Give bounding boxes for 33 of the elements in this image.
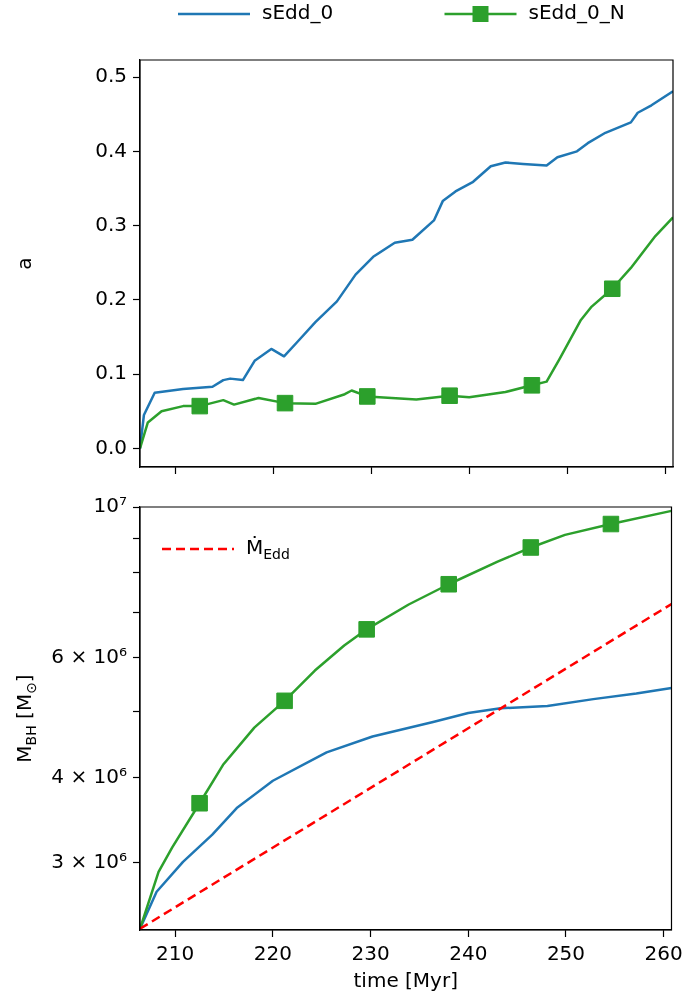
y-tick-label: 3 × 10⁶ <box>51 849 127 874</box>
y-tick-label: 0.3 <box>95 211 127 236</box>
point <box>603 280 621 298</box>
point <box>359 388 376 405</box>
x-tick-label: 250 <box>546 941 586 966</box>
x-tick-label: 260 <box>644 941 683 966</box>
point <box>602 515 620 533</box>
y-tick-label: 0.1 <box>95 360 127 385</box>
legend-label: sEdd_0 <box>262 0 334 25</box>
y-tick-label: 6 × 10⁶ <box>51 644 127 669</box>
x-axis-title: time [Myr] <box>353 968 458 993</box>
y-tick-label: 10⁷ <box>93 493 127 518</box>
y-axis-title: a <box>12 257 37 270</box>
point <box>523 377 541 394</box>
y-tick-label: 0.5 <box>95 63 127 88</box>
point <box>276 692 293 710</box>
point <box>358 621 375 638</box>
point <box>191 794 208 812</box>
legend-label: sEdd_0_N <box>528 0 625 25</box>
y-tick-label: 4 × 10⁶ <box>51 764 127 788</box>
x-tick-label: 240 <box>449 941 488 966</box>
x-tick-label: 220 <box>253 941 292 966</box>
point <box>191 397 209 415</box>
x-tick-label: 210 <box>156 941 195 966</box>
y-tick-label: 0.0 <box>95 434 127 459</box>
point <box>276 394 294 412</box>
x-tick-label: 230 <box>351 941 390 966</box>
point <box>440 575 458 593</box>
point <box>441 387 458 404</box>
point <box>522 539 540 556</box>
y-axis-title: MBH [M⊙] <box>12 674 39 763</box>
y-tick-label: 0.4 <box>95 137 127 162</box>
y-tick-label: 0.2 <box>95 286 127 311</box>
